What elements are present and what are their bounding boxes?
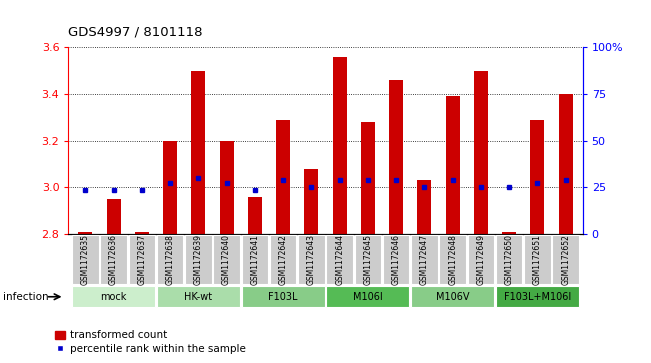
Text: GSM1172652: GSM1172652 [561,234,570,285]
Text: GSM1172638: GSM1172638 [165,234,174,285]
Bar [411,286,494,307]
Bar [72,286,155,307]
Text: GSM1172640: GSM1172640 [222,234,231,285]
Bar [326,235,353,284]
Bar [163,140,177,234]
Text: GSM1172651: GSM1172651 [533,234,542,285]
Bar [439,235,466,284]
Text: GSM1172639: GSM1172639 [194,234,203,285]
Text: GSM1172643: GSM1172643 [307,234,316,285]
Text: GSM1172648: GSM1172648 [448,234,457,285]
Bar [531,120,544,234]
Bar [417,180,432,234]
Bar [474,70,488,234]
Text: GSM1172647: GSM1172647 [420,234,429,285]
Text: GSM1172641: GSM1172641 [251,234,259,285]
Text: F103L+M106I: F103L+M106I [504,292,571,302]
Text: GDS4997 / 8101118: GDS4997 / 8101118 [68,25,203,38]
Bar [135,232,149,234]
Bar [191,70,206,234]
Text: HK-wt: HK-wt [184,292,212,302]
Text: F103L: F103L [268,292,298,302]
Bar [72,235,98,284]
Bar [559,94,573,234]
Text: GSM1172642: GSM1172642 [279,234,288,285]
Bar [157,286,240,307]
Bar [355,235,381,284]
Bar [185,235,212,284]
Bar [304,169,318,234]
Bar [276,120,290,234]
Bar [333,57,347,234]
Text: mock: mock [100,292,127,302]
Legend: transformed count, percentile rank within the sample: transformed count, percentile rank withi… [51,326,249,358]
Bar [361,122,375,234]
Bar [242,235,268,284]
Bar [100,235,127,284]
Bar [389,80,403,234]
Text: GSM1172644: GSM1172644 [335,234,344,285]
Bar [445,96,460,234]
Text: GSM1172645: GSM1172645 [363,234,372,285]
Text: GSM1172646: GSM1172646 [392,234,400,285]
Bar [411,235,437,284]
Bar [326,286,409,307]
Text: GSM1172635: GSM1172635 [81,234,90,285]
Bar [524,235,551,284]
Bar [78,232,92,234]
Text: GSM1172649: GSM1172649 [477,234,486,285]
Bar [496,286,579,307]
Text: GSM1172650: GSM1172650 [505,234,514,285]
Bar [298,235,325,284]
Text: infection: infection [3,292,49,302]
Bar [214,235,240,284]
Bar [502,232,516,234]
Bar [107,199,120,234]
Text: M106I: M106I [353,292,383,302]
Bar [553,235,579,284]
Bar [383,235,409,284]
Bar [219,140,234,234]
Bar [128,235,155,284]
Text: M106V: M106V [436,292,469,302]
Bar [242,286,325,307]
Text: GSM1172636: GSM1172636 [109,234,118,285]
Text: GSM1172637: GSM1172637 [137,234,146,285]
Bar [270,235,296,284]
Bar [467,235,494,284]
Bar [248,197,262,234]
Bar [496,235,523,284]
Bar [157,235,184,284]
